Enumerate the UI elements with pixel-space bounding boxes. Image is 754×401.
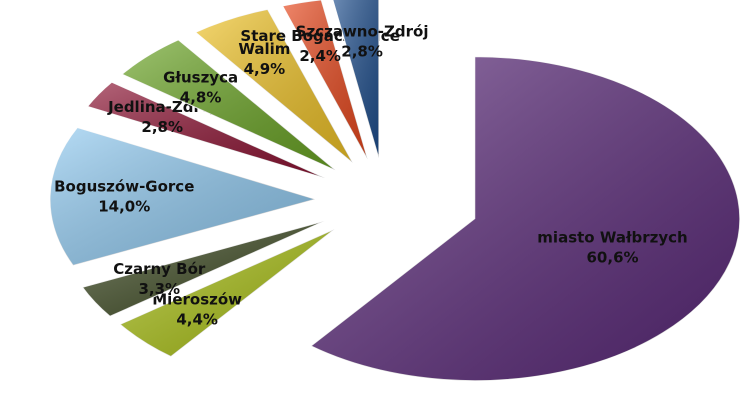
- slice-value: 14,0%: [98, 198, 150, 216]
- slice-shade: [122, 39, 336, 171]
- slice-shade: [50, 127, 316, 266]
- slice-label: Czarny Bór: [113, 260, 206, 278]
- slice-shade: [195, 9, 353, 163]
- slice-shade: [82, 221, 325, 317]
- slice-shade: [332, 0, 379, 159]
- slice-shade: [311, 56, 740, 381]
- slice-label: Mieroszów: [152, 291, 242, 309]
- slice-shade: [282, 0, 368, 160]
- slice-value: 4,9%: [244, 60, 286, 78]
- slice-value: 2,4%: [299, 47, 341, 65]
- slice-value: 2,8%: [341, 42, 383, 60]
- slice-value: 2,8%: [141, 118, 183, 136]
- slice-label: Walim: [238, 40, 290, 58]
- slice-value: 60,6%: [587, 248, 639, 266]
- slice-label: Szczawno-Zdrój: [296, 22, 429, 40]
- slice-value: 3,3%: [138, 280, 180, 298]
- slice-value: 4,8%: [180, 88, 222, 106]
- slice-shade: [120, 229, 335, 357]
- slice-shade: [87, 82, 326, 179]
- slice-label: miasto Wałbrzych: [537, 228, 687, 246]
- slice-label: Głuszyca: [163, 68, 238, 86]
- slice-label: Boguszów-Gorce: [54, 178, 194, 196]
- slice-value: 4,4%: [176, 311, 218, 329]
